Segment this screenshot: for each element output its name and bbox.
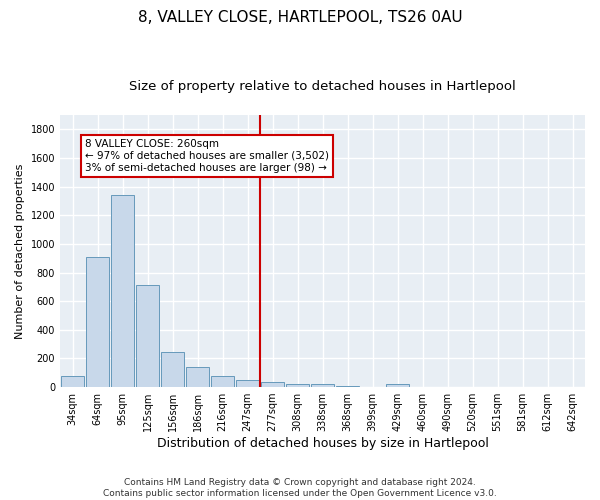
Y-axis label: Number of detached properties: Number of detached properties (15, 164, 25, 338)
Bar (236, 380, 259, 387)
Bar (211, 376, 234, 387)
Bar (161, 352, 184, 387)
Text: 8, VALLEY CLOSE, HARTLEPOOL, TS26 0AU: 8, VALLEY CLOSE, HARTLEPOOL, TS26 0AU (137, 10, 463, 25)
Bar (261, 382, 284, 387)
Bar (111, 195, 134, 387)
Bar (86, 258, 109, 387)
X-axis label: Distribution of detached houses by size in Hartlepool: Distribution of detached houses by size … (157, 437, 488, 450)
Bar (336, 386, 359, 387)
Bar (286, 384, 309, 387)
Bar (186, 367, 209, 387)
Text: Contains HM Land Registry data © Crown copyright and database right 2024.
Contai: Contains HM Land Registry data © Crown c… (103, 478, 497, 498)
Title: Size of property relative to detached houses in Hartlepool: Size of property relative to detached ho… (129, 80, 516, 93)
Text: 8 VALLEY CLOSE: 260sqm
← 97% of detached houses are smaller (3,502)
3% of semi-d: 8 VALLEY CLOSE: 260sqm ← 97% of detached… (85, 140, 329, 172)
Bar (61, 376, 84, 387)
Bar (136, 286, 159, 387)
Bar (386, 384, 409, 387)
Bar (311, 384, 334, 387)
